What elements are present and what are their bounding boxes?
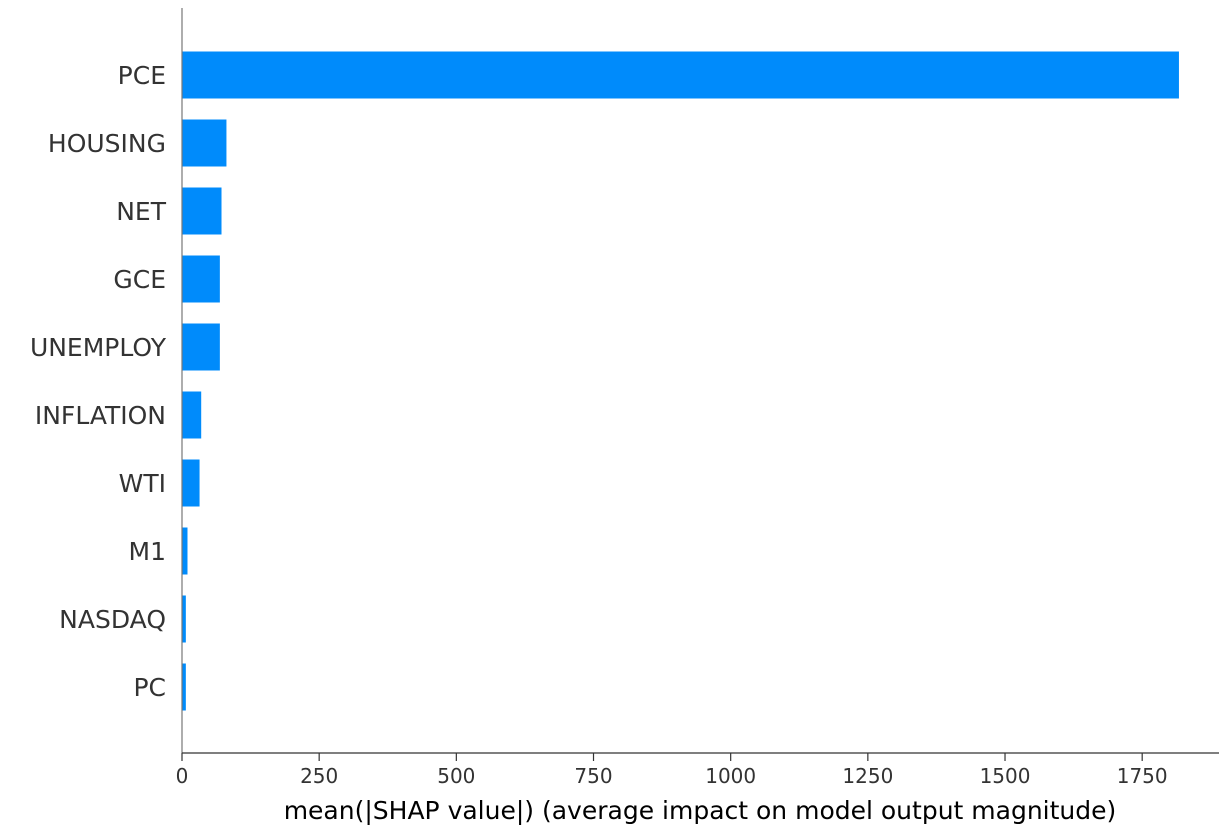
x-tick-label-1500: 1500 — [980, 764, 1031, 788]
x-tick-label-250: 250 — [300, 764, 338, 788]
category-label-pc: PC — [133, 673, 166, 702]
category-label-unemploy: UNEMPLOY — [30, 333, 167, 362]
bar-unemploy — [182, 324, 220, 371]
category-label-housing: HOUSING — [48, 129, 166, 158]
bar-m1 — [182, 528, 187, 575]
x-tick-label-1250: 1250 — [842, 764, 893, 788]
category-label-m1: M1 — [129, 537, 166, 566]
bar-inflation — [182, 392, 201, 439]
x-tick-label-750: 750 — [574, 764, 612, 788]
bars-group — [182, 52, 1179, 711]
category-label-gce: GCE — [113, 265, 166, 294]
bar-net — [182, 188, 222, 235]
category-label-nasdaq: NASDAQ — [59, 605, 166, 634]
category-label-net: NET — [116, 197, 166, 226]
x-tick-label-500: 500 — [437, 764, 475, 788]
category-labels-group: PCE HOUSING NET GCE UNEMPLOY INFLATION WTI M1 NA… — [30, 61, 167, 702]
x-tick-label-1750: 1750 — [1117, 764, 1168, 788]
bar-housing — [182, 120, 226, 167]
x-ticks-group: 0 250 500 750 1000 1250 1500 1750 — [176, 753, 1168, 788]
category-label-inflation: INFLATION — [35, 401, 166, 430]
bar-wti — [182, 460, 200, 507]
category-label-wti: WTI — [119, 469, 166, 498]
x-tick-label-0: 0 — [176, 764, 189, 788]
category-label-pce: PCE — [118, 61, 166, 90]
bar-pce — [182, 52, 1179, 99]
x-tick-label-1000: 1000 — [705, 764, 756, 788]
x-axis-title: mean(|SHAP value|) (average impact on mo… — [284, 796, 1117, 825]
bar-gce — [182, 256, 220, 303]
